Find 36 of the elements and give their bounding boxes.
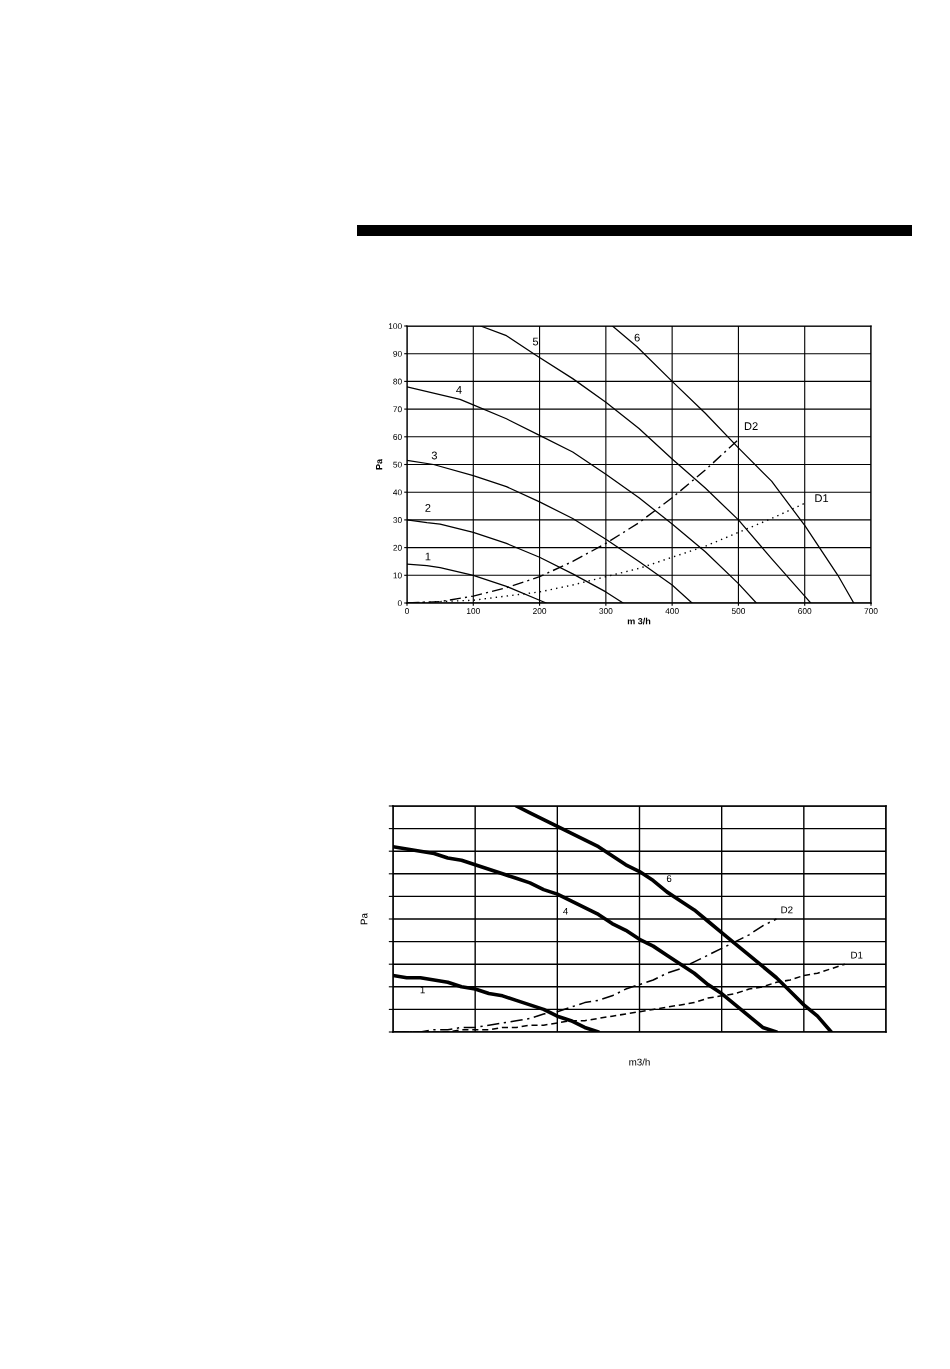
series-label: 1 (425, 552, 431, 561)
series-label: 4 (563, 907, 568, 915)
x-tick-label: 300 (599, 608, 613, 614)
series-label: 2 (425, 504, 431, 512)
x-tick-label: 500 (731, 608, 746, 614)
x-axis-title: m 3/h (627, 617, 651, 625)
x-tick-label: 700 (864, 608, 878, 614)
y-tick-label: 90 (393, 350, 402, 357)
series-label: 5 (532, 337, 539, 346)
x-tick-label: 600 (798, 608, 812, 614)
series-label: 6 (666, 875, 672, 883)
series-label: 1 (420, 986, 425, 994)
y-tick-label: 100 (388, 323, 402, 330)
y-tick-label: 60 (393, 434, 402, 440)
series-label: 6 (634, 333, 640, 342)
x-tick-label: 0 (405, 608, 409, 614)
x-tick-label: 100 (466, 608, 480, 614)
series-label: D2 (781, 906, 793, 914)
y-axis-title: Pa (360, 913, 368, 925)
y-tick-label: 20 (393, 544, 402, 551)
series-label: D2 (744, 422, 758, 430)
y-tick-label: 0 (397, 600, 402, 607)
y-tick-label: 80 (393, 378, 402, 385)
series-label: D1 (815, 494, 829, 502)
y-tick-label: 40 (393, 489, 402, 496)
series-label: D1 (851, 951, 863, 959)
series-label: 3 (431, 451, 437, 460)
y-axis-title: Pa (375, 458, 383, 470)
series-label: 4 (456, 386, 462, 394)
y-tick-label: 70 (393, 406, 402, 413)
x-axis-title: m3/h (629, 1058, 650, 1066)
x-tick-label: 200 (533, 608, 547, 614)
y-tick-label: 30 (393, 517, 402, 523)
y-tick-label: 10 (393, 572, 402, 579)
y-tick-label: 50 (393, 461, 402, 468)
x-tick-label: 400 (665, 608, 679, 614)
